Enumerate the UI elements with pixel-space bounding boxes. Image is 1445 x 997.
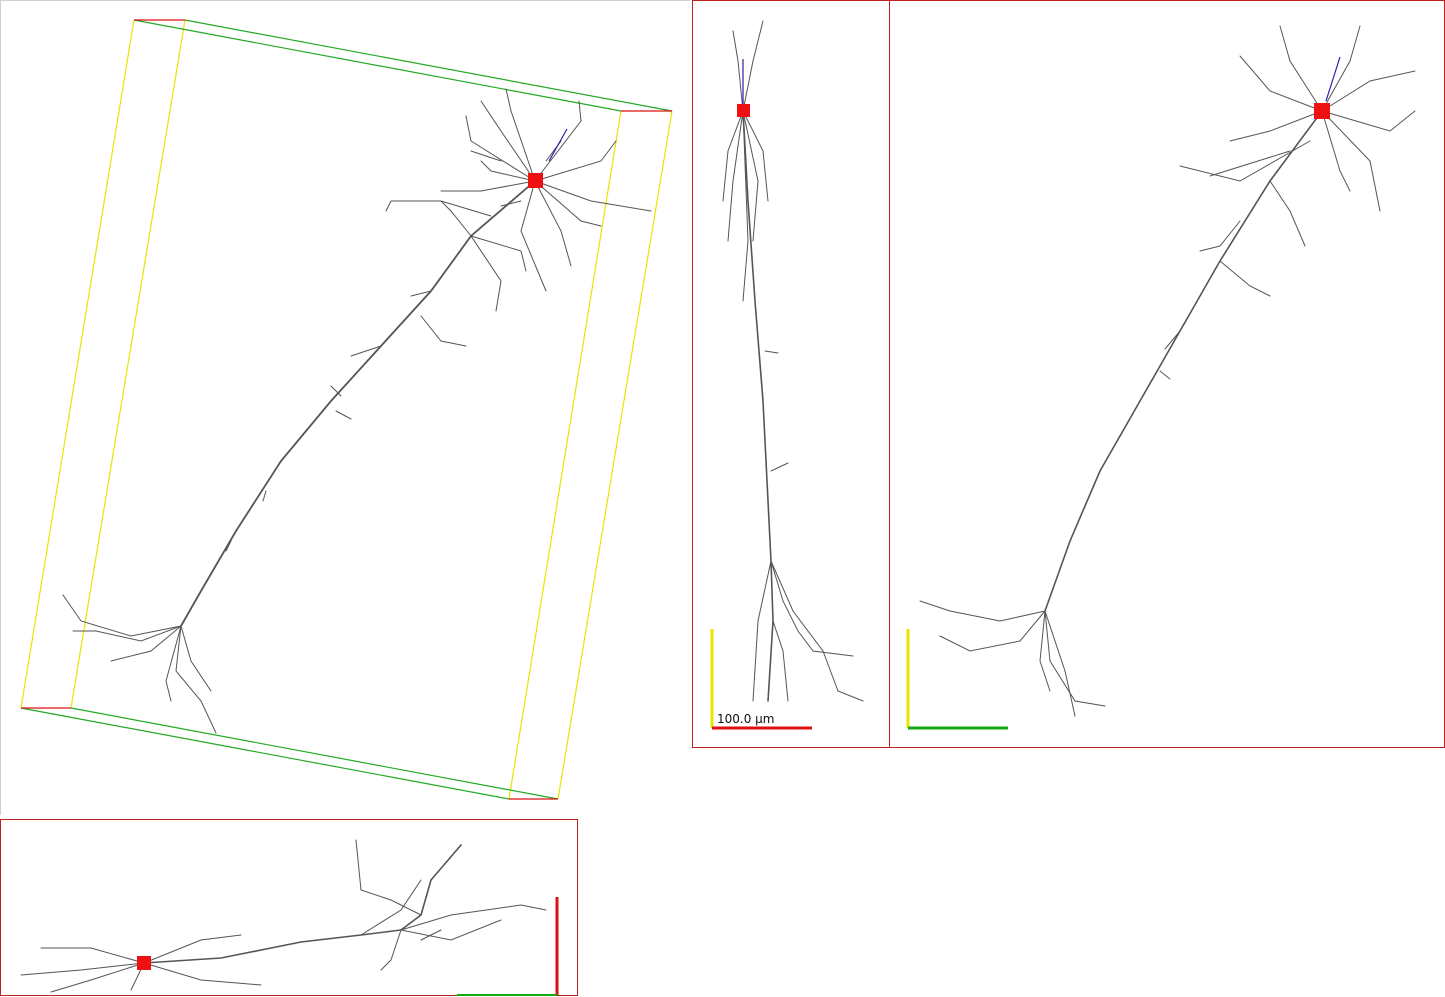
side-canvas xyxy=(906,25,1416,730)
perspective-view[interactable] xyxy=(0,0,690,815)
neuron-morphology xyxy=(919,25,1416,717)
soma-marker xyxy=(137,956,151,970)
neuron-morphology xyxy=(62,88,652,734)
axon-segment xyxy=(1325,56,1341,102)
neuron-morphology xyxy=(722,20,864,702)
soma-marker xyxy=(528,173,543,188)
soma-marker xyxy=(737,104,750,117)
top-canvas xyxy=(20,839,559,996)
scale-bar-label: 100.0 µm xyxy=(717,712,775,726)
soma-marker xyxy=(1314,103,1330,119)
neuron-morphology xyxy=(20,839,547,993)
axon-segment xyxy=(548,128,568,162)
perspective-canvas xyxy=(20,19,673,800)
side-view[interactable] xyxy=(889,0,1445,748)
front-canvas xyxy=(710,20,864,730)
top-view[interactable] xyxy=(0,819,578,996)
front-view[interactable]: 100.0 µm xyxy=(692,0,890,748)
bounding-box xyxy=(20,19,673,800)
